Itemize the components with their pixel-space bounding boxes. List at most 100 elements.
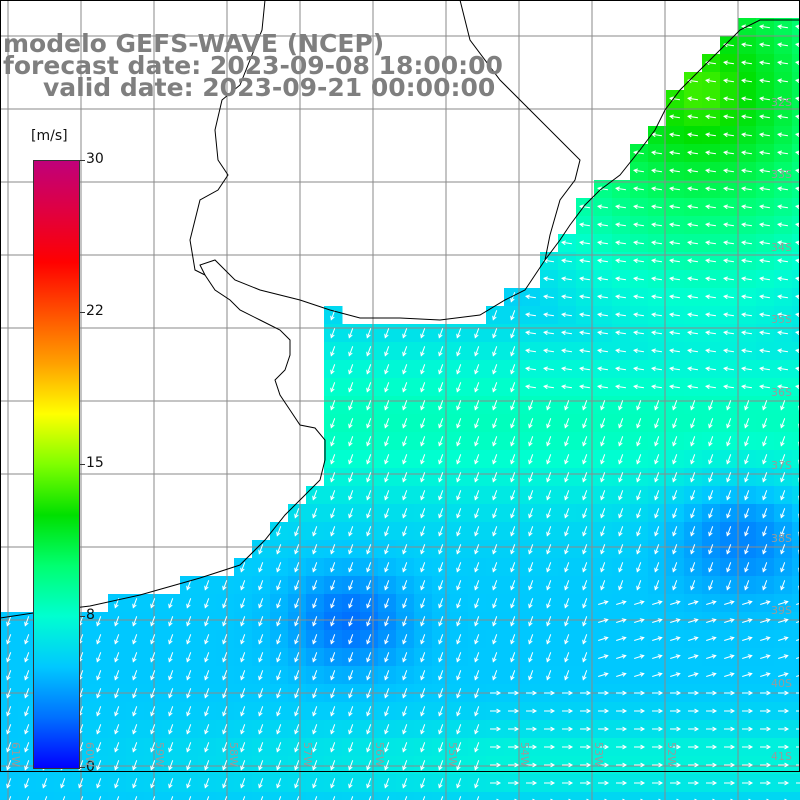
wind-arrow-head (240, 657, 245, 663)
wind-arrow-head (384, 675, 389, 681)
wind-arrow-head (384, 639, 389, 645)
wind-arrow (636, 418, 642, 428)
wind-arrow-head (132, 783, 137, 789)
wind-arrow (759, 133, 771, 137)
wind-arrow-head (366, 441, 371, 447)
wind-arrow (652, 619, 662, 623)
wind-arrow-head (795, 258, 800, 264)
wind-arrow-head (561, 384, 566, 390)
wind-arrow-head (528, 531, 533, 537)
wind-arrow-head (711, 636, 717, 641)
wind-arrow (384, 616, 390, 626)
wind-arrow (796, 638, 800, 641)
wind-arrow (744, 580, 750, 590)
wind-arrow-head (748, 726, 754, 732)
wind-arrow (561, 331, 573, 335)
wind-arrow-head (564, 423, 569, 429)
wind-arrow-head (168, 603, 173, 609)
wind-arrow-head (132, 639, 137, 645)
wind-arrow-head (705, 114, 710, 120)
wind-arrow (705, 133, 717, 137)
wind-arrow-head (24, 783, 29, 789)
wind-arrow (528, 454, 534, 464)
wind-arrow (777, 169, 789, 173)
wind-arrow (24, 634, 30, 644)
wind-arrow-head (510, 657, 515, 663)
wind-arrow-head (633, 312, 638, 318)
wind-arrow-head (514, 708, 520, 714)
wind-arrow-head (510, 351, 515, 357)
wind-arrow-head (543, 330, 548, 336)
wind-speed-cell (738, 792, 757, 800)
wind-arrow (670, 673, 680, 677)
lat-label-41s: 41S (771, 750, 792, 763)
wind-speed-cell (792, 198, 800, 217)
wind-arrow (132, 778, 138, 788)
wind-arrow (384, 472, 390, 482)
wind-arrow-head (60, 783, 65, 789)
wind-arrow (528, 472, 534, 482)
wind-arrow (330, 778, 336, 788)
wind-arrow-head (222, 639, 227, 645)
wind-arrow-head (456, 441, 461, 447)
wind-arrow-head (618, 423, 623, 429)
wind-arrow (132, 652, 138, 662)
wind-arrow-head (748, 780, 754, 786)
wind-arrow-head (762, 531, 767, 537)
wind-arrow-head (730, 762, 736, 768)
wind-arrow-head (492, 603, 497, 609)
wind-arrow-head (114, 603, 119, 609)
wind-arrow-head (741, 186, 746, 192)
wind-arrow-head (741, 240, 746, 246)
wind-arrow-head (747, 618, 753, 623)
wind-arrow-head (492, 351, 497, 357)
wind-arrow-head (723, 132, 728, 138)
wind-speed-cell (54, 792, 73, 800)
wind-arrow-head (603, 654, 609, 659)
wind-arrow (724, 601, 734, 605)
lon-label-55w: 55W (446, 742, 459, 767)
wind-arrow-head (744, 567, 749, 573)
wind-arrow-head (550, 726, 556, 732)
wind-arrow (597, 295, 609, 299)
wind-arrow-head (777, 330, 782, 336)
wind-arrow-head (150, 621, 155, 627)
wind-arrow-head (711, 600, 717, 605)
wind-arrow (615, 349, 627, 353)
wind-arrow-head (618, 405, 623, 411)
wind-arrow-head (438, 423, 443, 429)
wind-arrow-head (640, 690, 646, 696)
wind-arrow-head (694, 780, 700, 786)
wind-arrow-head (528, 585, 533, 591)
wind-arrow-head (741, 204, 746, 210)
wind-speed-cell (792, 666, 800, 685)
wind-arrow-head (622, 744, 628, 750)
wind-arrow-head (528, 675, 533, 681)
wind-arrow-head (633, 294, 638, 300)
wind-arrow-head (795, 114, 800, 120)
wind-arrow-head (366, 657, 371, 663)
wind-arrow-head (168, 711, 173, 717)
wind-arrow-head (765, 600, 771, 605)
wind-arrow (312, 652, 318, 662)
wind-arrow-head (456, 657, 461, 663)
colorbar-tick-mark (79, 616, 85, 617)
wind-arrow-head (366, 387, 371, 393)
wind-arrow (456, 490, 462, 500)
wind-arrow-head (186, 675, 191, 681)
wind-arrow-head (294, 693, 299, 699)
wind-arrow (384, 580, 390, 590)
wind-arrow (564, 634, 570, 644)
wind-arrow-head (748, 708, 754, 714)
wind-arrow (654, 526, 660, 536)
wind-arrow-head (676, 762, 682, 768)
wind-arrow (744, 436, 750, 446)
wind-arrow (618, 544, 624, 554)
wind-arrow (366, 544, 372, 554)
wind-arrow (476, 796, 480, 800)
wind-arrow (598, 637, 608, 641)
wind-arrow-head (622, 690, 628, 696)
wind-arrow (741, 97, 753, 101)
wind-arrow (312, 544, 318, 554)
wind-arrow-head (186, 711, 191, 717)
